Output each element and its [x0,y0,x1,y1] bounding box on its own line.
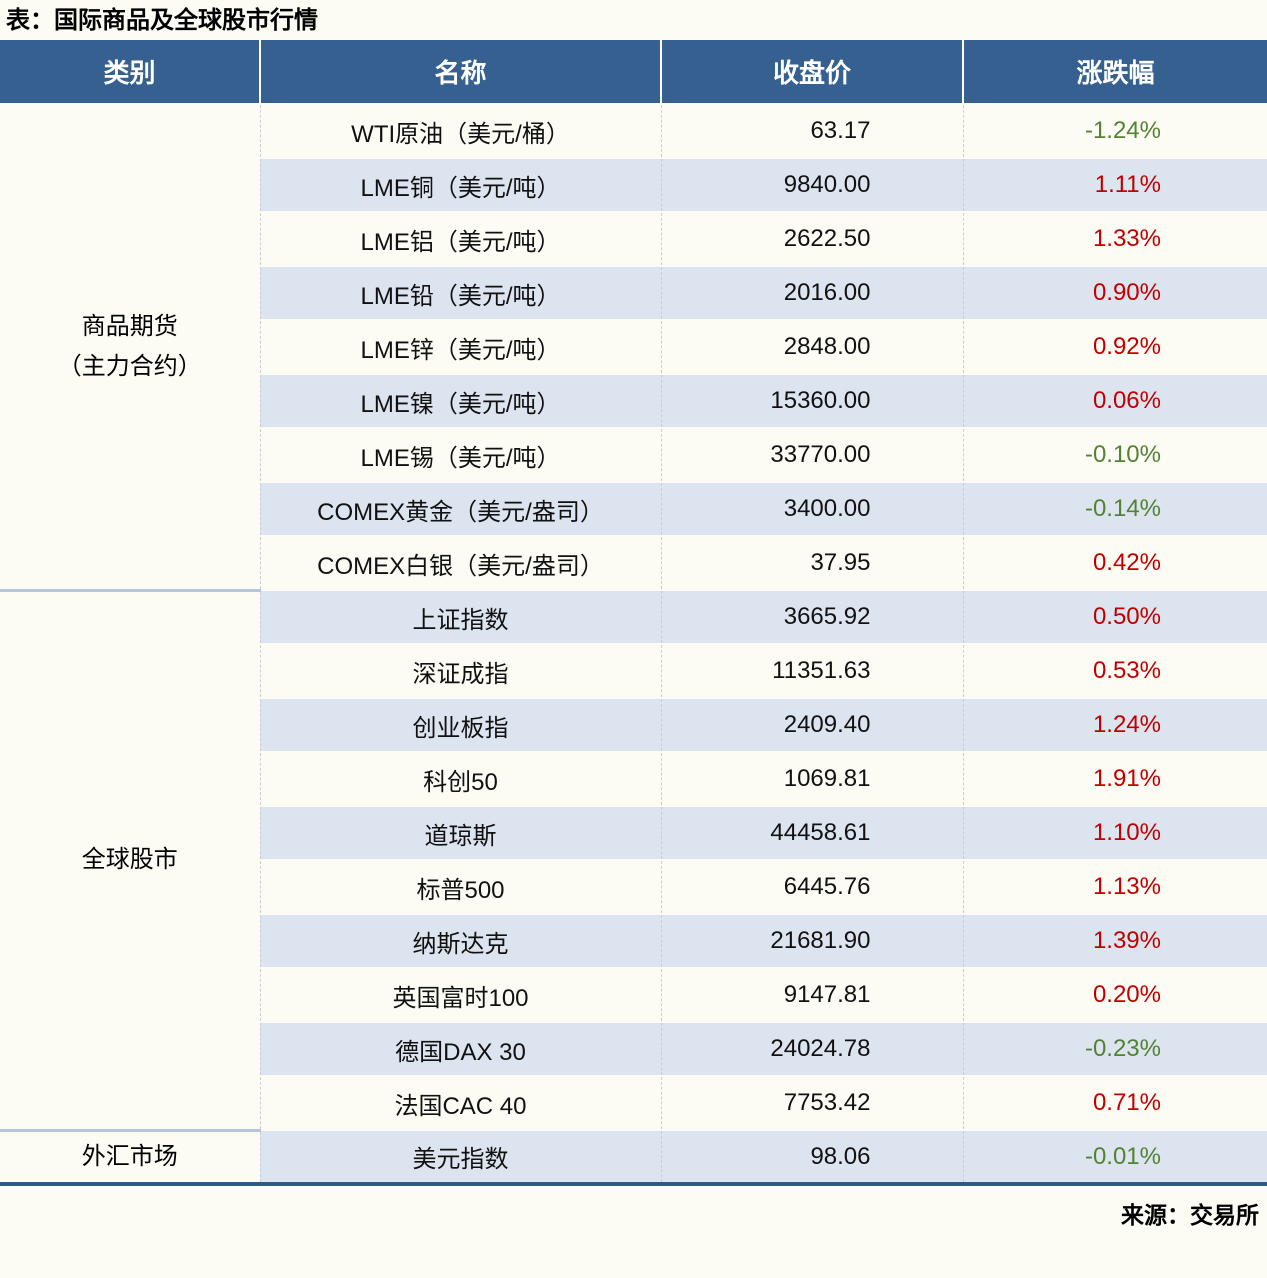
table-row: 法国CAC 40 7753.42 0.71% [0,1075,1267,1130]
category-cell-commodity-futures: 商品期货 （主力合约） [0,103,260,590]
close-cell: 9840.00 [660,157,963,212]
close-cell: 3665.92 [660,589,963,644]
table-row: 创业板指 2409.40 1.24% [0,697,1267,752]
name-cell: COMEX黄金（美元/盎司） [259,481,661,536]
quotes-table: 类别 名称 收盘价 涨跌幅 商品期货 （主力合约） WTI原油（美元/桶） 63… [0,40,1267,1186]
table-row: LME镍（美元/吨） 15360.00 0.06% [0,373,1267,428]
name-cell: LME铅（美元/吨） [259,265,661,320]
header-row: 类别 名称 收盘价 涨跌幅 [0,40,1267,104]
name-cell: 英国富时100 [259,967,661,1022]
close-cell: 2016.00 [660,265,963,320]
change-cell: 0.50% [962,589,1267,644]
name-cell: LME铝（美元/吨） [259,211,661,266]
source-label: 来源：交易所 [1121,1202,1259,1228]
table-row: 纳斯达克 21681.90 1.39% [0,913,1267,968]
change-cell: 0.90% [962,265,1267,320]
table-row: 英国富时100 9147.81 0.20% [0,967,1267,1022]
change-cell: 0.53% [962,643,1267,698]
close-cell: 6445.76 [660,859,963,914]
change-cell: -0.01% [962,1129,1267,1184]
change-cell: 0.20% [962,967,1267,1022]
close-cell: 2622.50 [660,211,963,266]
table-body: 商品期货 （主力合约） WTI原油（美元/桶） 63.17 -1.24% LME… [0,103,1267,1184]
category-label-line1: 商品期货 [81,312,178,340]
change-cell: 1.13% [962,859,1267,914]
name-cell: 美元指数 [259,1129,661,1184]
name-cell: 科创50 [259,751,661,806]
change-cell: 0.92% [962,319,1267,374]
header-close: 收盘价 [660,40,963,104]
change-cell: 1.10% [962,805,1267,860]
category-label-line2: （主力合约） [57,352,202,380]
close-cell: 63.17 [660,103,963,158]
name-cell: 纳斯达克 [259,913,661,968]
name-cell: 创业板指 [259,697,661,752]
close-cell: 11351.63 [660,643,963,698]
change-cell: 1.11% [962,157,1267,212]
table-row: LME铝（美元/吨） 2622.50 1.33% [0,211,1267,266]
table-row: 标普500 6445.76 1.13% [0,859,1267,914]
close-cell: 7753.42 [660,1075,963,1130]
category-cell-forex: 外汇市场 [0,1128,260,1184]
close-cell: 24024.78 [660,1021,963,1076]
change-cell: 0.71% [962,1075,1267,1130]
change-cell: 1.91% [962,751,1267,806]
name-cell: 德国DAX 30 [259,1021,661,1076]
header-change: 涨跌幅 [962,40,1267,104]
name-cell: LME镍（美元/吨） [259,373,661,428]
table-row: LME锡（美元/吨） 33770.00 -0.10% [0,427,1267,482]
table-row: 全球股市 上证指数 3665.92 0.50% [0,588,1267,1130]
table-row: LME锌（美元/吨） 2848.00 0.92% [0,319,1267,374]
change-cell: 0.42% [962,535,1267,590]
change-cell: -1.24% [962,103,1267,158]
name-cell: 道琼斯 [259,805,661,860]
name-cell: LME锌（美元/吨） [259,319,661,374]
close-cell: 2409.40 [660,697,963,752]
category-cell-global-stocks: 全球股市 [0,588,260,1130]
name-cell: LME锡（美元/吨） [259,427,661,482]
change-cell: -0.10% [962,427,1267,482]
name-cell: LME铜（美元/吨） [259,157,661,212]
change-cell: 0.06% [962,373,1267,428]
close-cell: 37.95 [660,535,963,590]
name-cell: 法国CAC 40 [259,1075,661,1130]
category-label-line1: 外汇市场 [81,1142,178,1170]
table-row: 商品期货 （主力合约） WTI原油（美元/桶） 63.17 -1.24% [0,103,1267,590]
name-cell: 上证指数 [259,589,661,644]
change-cell: -0.23% [962,1021,1267,1076]
change-cell: 1.24% [962,697,1267,752]
change-cell: -0.14% [962,481,1267,536]
close-cell: 21681.90 [660,913,963,968]
close-cell: 44458.61 [660,805,963,860]
close-cell: 3400.00 [660,481,963,536]
close-cell: 2848.00 [660,319,963,374]
close-cell: 15360.00 [660,373,963,428]
table-row: LME铜（美元/吨） 9840.00 1.11% [0,157,1267,212]
change-cell: 1.33% [962,211,1267,266]
table-row: 科创50 1069.81 1.91% [0,751,1267,806]
close-cell: 33770.00 [660,427,963,482]
category-label-line1: 全球股市 [81,846,178,873]
header-category: 类别 [0,40,260,104]
table-row: 德国DAX 30 24024.78 -0.23% [0,1021,1267,1076]
table-header: 类别 名称 收盘价 涨跌幅 [0,40,1267,104]
table-row: 外汇市场 美元指数 98.06 -0.01% [0,1128,1267,1184]
table-row: COMEX白银（美元/盎司） 37.95 0.42% [0,535,1267,590]
table-row: 道琼斯 44458.61 1.10% [0,805,1267,860]
header-name: 名称 [259,40,661,104]
close-cell: 98.06 [660,1129,963,1184]
table-row: COMEX黄金（美元/盎司） 3400.00 -0.14% [0,481,1267,536]
table-row: 深证成指 11351.63 0.53% [0,643,1267,698]
name-cell: WTI原油（美元/桶） [259,103,661,158]
table-row: LME铅（美元/吨） 2016.00 0.90% [0,265,1267,320]
page-title: 表：国际商品及全球股市行情 [6,7,318,34]
name-cell: 深证成指 [259,643,661,698]
name-cell: COMEX白银（美元/盎司） [259,535,661,590]
close-cell: 1069.81 [660,751,963,806]
change-cell: 1.39% [962,913,1267,968]
name-cell: 标普500 [259,859,661,914]
close-cell: 9147.81 [660,967,963,1022]
